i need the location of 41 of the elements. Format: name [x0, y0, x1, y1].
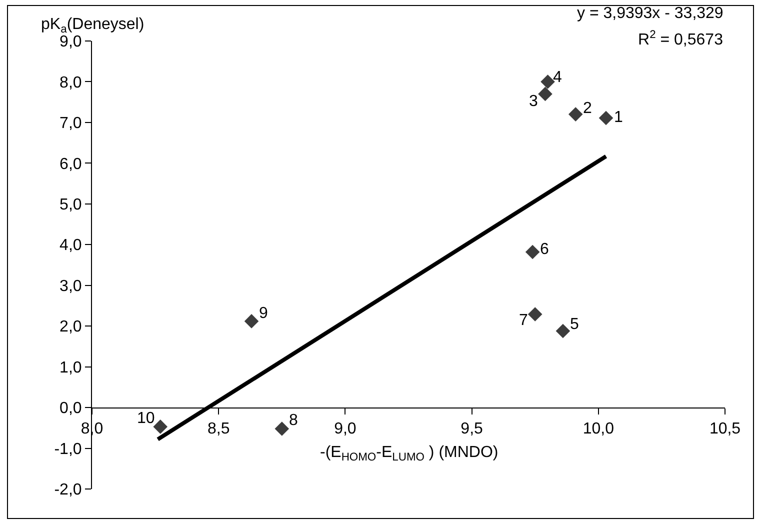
- point: [525, 244, 540, 260]
- annotation: 3: [529, 93, 538, 110]
- annotation: 4: [553, 69, 562, 86]
- y-tick-label: 4,0: [60, 237, 82, 254]
- y-tick-label: 2,0: [60, 318, 82, 336]
- point: [598, 110, 614, 126]
- annotation: 5: [570, 316, 579, 333]
- y-tick-label: 0,0: [60, 400, 82, 418]
- point: [540, 74, 555, 89]
- y-tick-label: 7,0: [60, 115, 82, 132]
- point: [528, 307, 542, 322]
- annotation: 1: [614, 109, 623, 126]
- annotation: 6: [540, 241, 549, 258]
- y-tick-label: 5,0: [60, 196, 82, 214]
- y-tick-label: 1,0: [60, 359, 82, 376]
- y-tick-label: 6,0: [60, 156, 82, 173]
- annotation: 9: [259, 305, 268, 322]
- point: [153, 420, 168, 434]
- x-tick-label: 10,5: [709, 420, 741, 438]
- x-axis-title: -(E$_{HOMO}$-E$_{LUMO}$ ) (MNDO): [320, 444, 498, 464]
- x-tick-label: 8,5: [207, 420, 230, 438]
- y-tick-label: 9,0: [60, 34, 82, 51]
- text: y = 3,9393x - 33,329: [577, 5, 724, 22]
- annotation: R$^{2}$ = 0,5673: [638, 29, 724, 49]
- x-tick-label: 9,0: [334, 420, 356, 438]
- annotation: 8: [289, 412, 298, 429]
- point: [568, 107, 583, 122]
- y-tick-label: -2,0: [54, 482, 82, 499]
- annotation: 10: [137, 410, 155, 427]
- y-tick-label: -1,0: [54, 440, 82, 458]
- point: [538, 86, 552, 102]
- y-tick-label: 3,0: [60, 278, 82, 295]
- y-tick-label: 8,0: [60, 74, 82, 92]
- point: [556, 324, 570, 338]
- annotation: 2: [583, 100, 592, 117]
- annotation: 7: [519, 312, 528, 329]
- y-axis-title: pK$_{a}$(Deneysel): [41, 16, 144, 36]
- x-tick-label: 9,5: [460, 420, 484, 438]
- point: [244, 314, 259, 328]
- x-tick-label: 10,0: [582, 420, 614, 438]
- point: [274, 422, 290, 436]
